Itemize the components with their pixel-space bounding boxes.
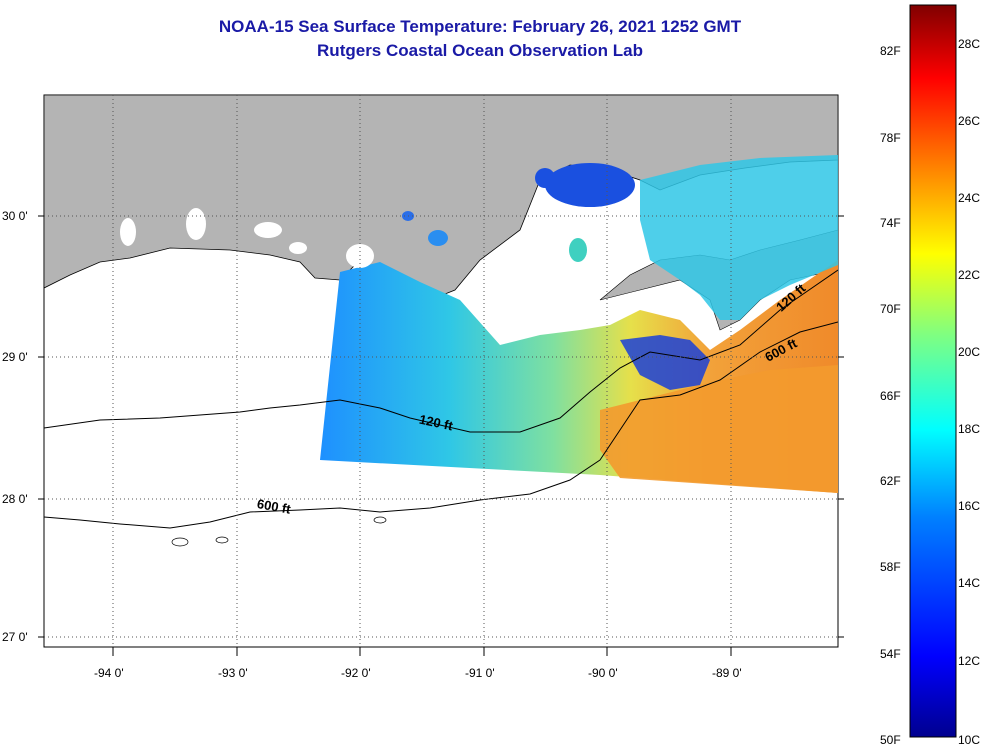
sst-swath-east [640,155,838,320]
colorbar-c-16: 16C [958,499,981,513]
contour-label-600ft-west: 600 ft [256,496,293,517]
colorbar-f-74: 74F [880,216,901,230]
island-1 [171,537,189,547]
lake-cold-3 [428,230,448,246]
colorbar-f-82: 82F [880,44,901,58]
colorbar-c-18: 18C [958,422,981,436]
graticule [44,95,838,647]
colorbar-c-20: 20C [958,345,981,359]
colorbar-c-24: 24C [958,191,981,205]
map-subtitle: Rutgers Coastal Ocean Observation Lab [317,41,643,60]
lon-label-93: -93 0' [218,666,248,680]
lake-white-3 [254,222,282,238]
colorbar-f-62: 62F [880,474,901,488]
lon-label-89: -89 0' [712,666,742,680]
lake-white-1 [186,208,206,240]
island-3 [373,516,387,524]
colorbar-c-14: 14C [958,576,981,590]
colorbar-c-10: 10C [958,733,981,747]
colorbar-c-12: 12C [958,654,981,668]
contour-120ft [44,269,838,433]
colorbar-f-50: 50F [880,733,901,747]
island-2 [215,536,229,544]
lake-cold-1 [545,163,635,207]
cold-plume [620,335,710,390]
contour-label-120ft-west: 120 ft [418,412,455,434]
lon-label-90: -90 0' [588,666,618,680]
colorbar-f-78: 78F [880,131,901,145]
lat-label-27: 27 0' [2,630,28,644]
axis-ticks [38,215,844,656]
lon-label-94: -94 0' [94,666,124,680]
colorbar-f-58: 58F [880,560,901,574]
lat-label-28: 28 0' [2,492,28,506]
warm-patch [600,365,838,493]
lat-label-30: 30 0' [2,209,28,223]
colorbar-c-28: 28C [958,37,981,51]
lat-label-29: 29 0' [2,350,28,364]
lake-cold-2 [535,168,555,188]
colorbar-f-66: 66F [880,389,901,403]
lake-white-2 [120,218,136,246]
colorbar [909,4,957,738]
lon-label-91: -91 0' [465,666,495,680]
lake-white-4 [289,242,307,254]
contour-600ft [44,321,838,529]
map-title: NOAA-15 Sea Surface Temperature: Februar… [218,17,742,36]
lake-cyan [569,238,587,262]
colorbar-f-54: 54F [880,647,901,661]
colorbar-f-70: 70F [880,302,901,316]
colorbar-c-26: 26C [958,114,981,128]
colorbar-c-22: 22C [958,268,981,282]
lon-label-92: -92 0' [341,666,371,680]
